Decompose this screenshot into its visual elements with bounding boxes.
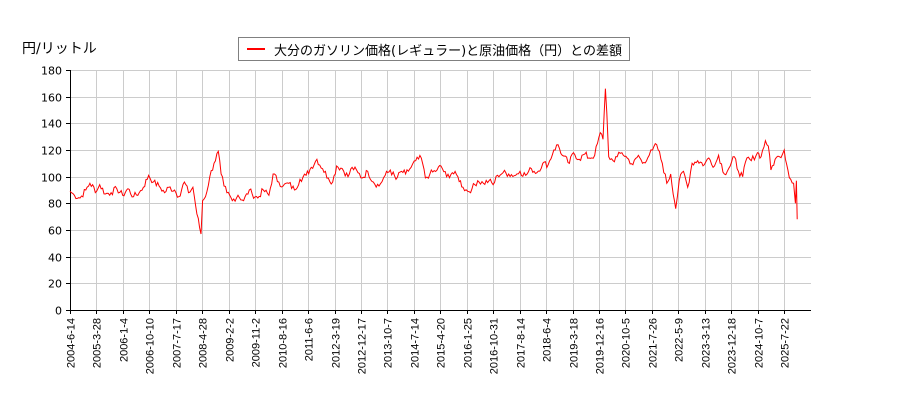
x-tick-label: 2007-7-17 xyxy=(172,318,184,368)
y-tick-label: 100 xyxy=(41,172,62,185)
x-tick-label: 2016-10-31 xyxy=(489,318,501,374)
x-tick-label: 2019-12-16 xyxy=(595,318,607,374)
legend-line-swatch-icon xyxy=(247,48,265,50)
y-tick-label: 0 xyxy=(55,305,62,318)
x-tick-label: 2017-8-14 xyxy=(516,318,528,368)
x-tick-label: 2013-10-7 xyxy=(383,318,395,368)
x-axis-ticks: 2004-6-14 2005-3-28 2006-1-4 2006-10-10 2007… xyxy=(66,310,792,374)
x-tick-label: 2014-7-14 xyxy=(410,318,422,368)
y-tick-label: 60 xyxy=(48,225,62,238)
x-tick-label: 2005-3-28 xyxy=(92,318,104,368)
x-tick-label: 2006-1-4 xyxy=(119,318,131,362)
x-tick-label: 2020-10-5 xyxy=(621,318,633,368)
y-tick-label: 140 xyxy=(41,118,62,131)
x-tick-label: 2006-10-10 xyxy=(145,318,157,374)
x-tick-label: 2010-8-16 xyxy=(278,318,290,368)
y-tick-label: 160 xyxy=(41,92,62,105)
y-tick-label: 40 xyxy=(48,252,62,265)
x-tick-label: 2019-3-18 xyxy=(569,318,581,368)
series-line xyxy=(69,88,798,235)
x-tick-label: 2004-6-14 xyxy=(66,318,78,368)
x-tick-label: 2012-12-17 xyxy=(357,318,369,374)
x-tick-label: 2021-7-26 xyxy=(648,318,660,368)
x-tick-label: 2012-3-19 xyxy=(331,318,343,368)
x-tick-label: 2023-12-18 xyxy=(727,318,739,374)
x-tick-label: 2015-4-20 xyxy=(436,318,448,368)
x-tick-label: 2009-2-2 xyxy=(225,318,237,362)
legend-series-label: 大分のガソリン価格(レギュラー)と原油価格（円）との差額 xyxy=(274,43,623,59)
x-tick-label: 2023-3-13 xyxy=(701,318,713,368)
chart-legend: 大分のガソリン価格(レギュラー)と原油価格（円）との差額 xyxy=(238,37,630,61)
x-tick-label: 2011-6-6 xyxy=(304,318,316,361)
y-tick-label: 80 xyxy=(48,198,62,211)
y-axis-unit-label: 円/リットル xyxy=(22,41,97,57)
y-axis-ticks: 0 20 40 60 80 100 120 140 160 180 xyxy=(41,65,70,318)
y-tick-label: 20 xyxy=(48,278,62,291)
x-tick-label: 2018-6-4 xyxy=(542,318,554,362)
x-tick-label: 2022-5-9 xyxy=(674,318,686,362)
y-tick-label: 180 xyxy=(41,65,62,78)
y-tick-label: 120 xyxy=(41,145,62,158)
x-tick-label: 2016-1-25 xyxy=(463,318,475,368)
grid-lines xyxy=(70,70,811,310)
x-tick-label: 2024-10-7 xyxy=(754,318,766,368)
x-tick-label: 2025-7-22 xyxy=(780,318,792,368)
x-tick-label: 2009-11-2 xyxy=(251,318,263,367)
x-tick-label: 2008-4-28 xyxy=(198,318,210,368)
